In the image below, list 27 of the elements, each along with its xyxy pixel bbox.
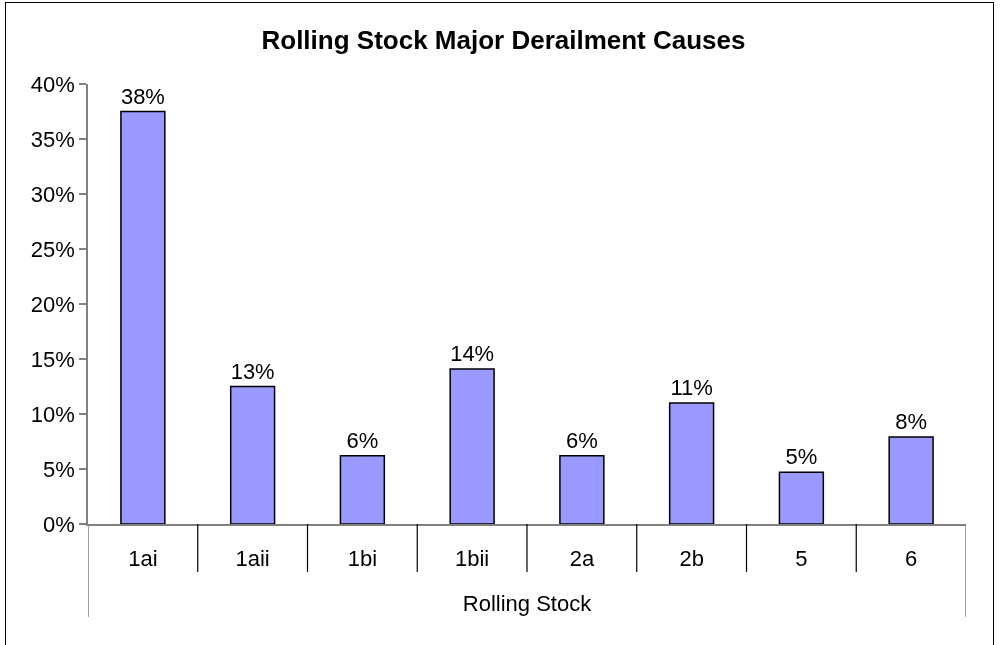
x-tick-label: 2b [679,546,704,572]
x-tick-label: 1bi [347,546,378,572]
data-label: 8% [895,409,928,435]
y-tick-label: 25% [30,236,75,262]
x-tick-label: 2a [569,546,595,572]
y-tick-label: 0% [43,511,75,537]
x-axis-title: Rolling Stock [462,590,593,616]
y-tick-label: 5% [43,456,75,482]
chart-title: Rolling Stock Major Derailment Causes [261,25,746,56]
data-label: 13% [230,358,275,384]
data-label: 6% [565,427,598,453]
x-tick-label: 5 [795,546,808,572]
x-tick-label: 1ai [128,546,158,572]
y-tick-label: 40% [30,71,75,97]
data-label: 14% [450,340,495,366]
y-tick-label: 35% [30,126,75,152]
y-tick-label: 10% [30,401,75,427]
x-tick-label: 1bii [455,546,490,572]
y-tick-label: 30% [30,181,75,207]
x-tick-label: 1aii [235,546,270,572]
data-label: 11% [670,375,713,400]
x-tick-label: 6 [905,546,918,572]
data-label: 38% [120,83,165,109]
data-label: 5% [785,444,818,470]
data-label: 6% [346,427,379,453]
y-tick-label: 20% [30,291,75,317]
y-tick-label: 15% [30,346,75,372]
